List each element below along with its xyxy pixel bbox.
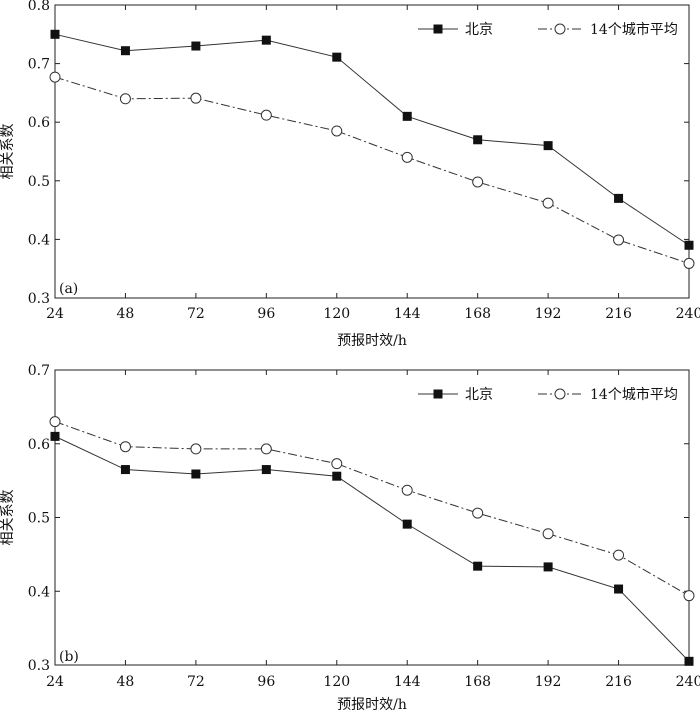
y-tick-label: 0.3 <box>28 291 50 307</box>
series-line-average <box>54 76 690 264</box>
data-point-average <box>683 590 695 602</box>
chart-panel-b: 0.3 0.4 0.5 0.6 0.7 24 48 72 96 120 144 168 192 216 24… <box>0 363 700 713</box>
y-tick-label: 0.7 <box>28 363 50 379</box>
x-tick-label: 144 <box>394 306 421 322</box>
y-tick-label: 0.5 <box>28 174 50 190</box>
panel-label: (a) <box>59 281 78 297</box>
x-tick-label: 192 <box>535 674 562 690</box>
data-point-beijing <box>614 584 624 594</box>
data-point-beijing <box>332 471 342 481</box>
data-point-beijing <box>402 519 412 529</box>
series-line-average <box>54 421 690 597</box>
y-tick-label: 0.6 <box>28 115 50 131</box>
legend-label: 北京 <box>465 22 493 38</box>
legend-label: 北京 <box>465 387 493 403</box>
y-tick-label: 0.5 <box>28 511 50 527</box>
x-tick-label: 96 <box>257 306 275 322</box>
y-tick-label: 0.6 <box>28 437 50 453</box>
x-tick-label: 144 <box>394 674 421 690</box>
x-tick-label: 24 <box>46 674 64 690</box>
data-point-average <box>472 507 484 519</box>
plot-frame <box>54 369 690 666</box>
x-tick-label: 48 <box>117 674 135 690</box>
legend-marker-beijing <box>433 24 443 34</box>
data-point-average <box>683 257 695 269</box>
y-tick-label: 0.3 <box>28 658 50 674</box>
data-point-average <box>401 484 413 496</box>
data-point-beijing <box>473 561 483 571</box>
data-point-average <box>401 151 413 163</box>
data-point-beijing <box>120 465 130 475</box>
y-tick-label: 0.4 <box>28 584 50 600</box>
y-tick-label: 0.4 <box>28 232 50 248</box>
x-tick-label: 216 <box>605 306 632 322</box>
legend-label: 14个城市平均 <box>590 21 678 38</box>
legend-marker-average <box>554 388 566 400</box>
legend-marker-beijing <box>433 389 443 399</box>
data-point-beijing <box>332 52 342 62</box>
data-point-average <box>542 197 554 209</box>
x-tick-label: 168 <box>464 674 491 690</box>
data-point-average <box>49 416 61 428</box>
data-point-beijing <box>191 469 201 479</box>
legend-marker-average <box>554 23 566 35</box>
data-point-average <box>260 443 272 455</box>
x-tick-label: 216 <box>605 674 632 690</box>
plot-frame <box>54 4 690 299</box>
data-point-average <box>613 549 625 561</box>
data-point-beijing <box>543 562 553 572</box>
x-tick-label: 192 <box>535 306 562 322</box>
y-tick-label: 0.7 <box>28 57 50 73</box>
data-point-average <box>613 234 625 246</box>
chart-panel-a: 0.3 0.4 0.5 0.6 0.7 0.8 24 48 72 96 120 144 168 192 21… <box>0 0 700 349</box>
data-point-beijing <box>261 465 271 475</box>
x-tick-label: 168 <box>464 306 491 322</box>
data-point-average <box>331 458 343 470</box>
data-point-beijing <box>543 141 553 151</box>
x-tick-label: 120 <box>323 674 350 690</box>
data-point-beijing <box>50 29 60 39</box>
data-point-beijing <box>50 431 60 441</box>
data-point-average <box>119 93 131 105</box>
data-point-beijing <box>684 240 694 250</box>
data-point-average <box>260 109 272 121</box>
x-tick-label: 240 <box>676 306 700 322</box>
series-line-beijing <box>54 435 690 662</box>
data-point-beijing <box>473 135 483 145</box>
data-point-beijing <box>402 111 412 121</box>
data-point-average <box>472 176 484 188</box>
legend-label: 14个城市平均 <box>590 386 678 403</box>
x-tick-label: 96 <box>257 674 275 690</box>
x-tick-label: 24 <box>46 306 64 322</box>
data-point-average <box>331 125 343 137</box>
data-point-beijing <box>614 193 624 203</box>
x-axis-label: 预报时效/h <box>337 697 407 713</box>
x-tick-label: 120 <box>323 306 350 322</box>
x-tick-label: 72 <box>187 306 205 322</box>
data-point-average <box>190 443 202 455</box>
y-axis-label: 相关系数 <box>0 124 16 180</box>
data-point-beijing <box>684 656 694 666</box>
panel-label: (b) <box>59 649 79 665</box>
data-point-average <box>190 92 202 104</box>
series-line-beijing <box>54 33 690 246</box>
data-point-average <box>49 71 61 83</box>
data-point-average <box>542 528 554 540</box>
data-point-beijing <box>261 35 271 45</box>
y-axis-label: 相关系数 <box>0 490 16 546</box>
data-point-average <box>119 441 131 453</box>
x-tick-label: 48 <box>117 306 135 322</box>
y-tick-label: 0.8 <box>28 0 50 14</box>
x-tick-label: 72 <box>187 674 205 690</box>
x-axis-label: 预报时效/h <box>337 333 407 349</box>
data-point-beijing <box>120 46 130 56</box>
x-tick-label: 240 <box>676 674 700 690</box>
data-point-beijing <box>191 41 201 51</box>
